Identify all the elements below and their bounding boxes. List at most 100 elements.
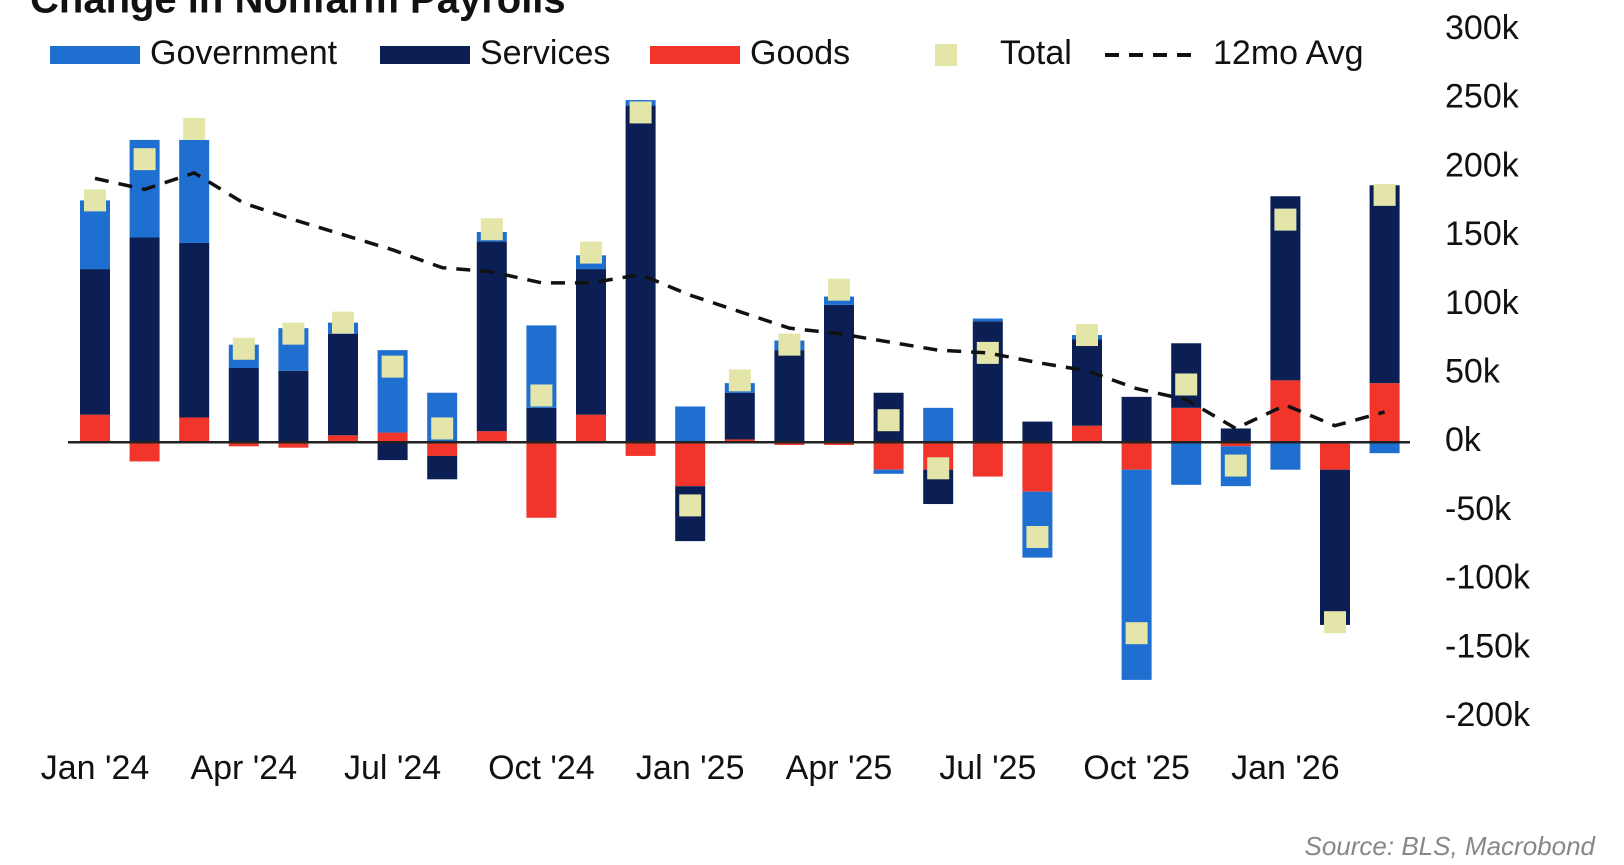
bar-segment: [476, 431, 507, 443]
x-tick-label: Apr '24: [190, 749, 297, 787]
total-marker: [728, 369, 751, 392]
bar-segment: [1270, 442, 1301, 470]
total-marker: [1274, 208, 1297, 231]
bar-segment: [129, 442, 160, 462]
total-marker: [431, 417, 454, 440]
bar-segment: [824, 442, 854, 445]
bar-segment: [625, 442, 656, 456]
bar-segment: [80, 200, 110, 270]
bar-segment: [724, 439, 755, 443]
legend-swatch: [50, 46, 140, 64]
source: Source: BLS, Macrobond: [1305, 831, 1597, 861]
x-tick-label: Oct '25: [1083, 749, 1190, 787]
x-tick-label: Jan '24: [41, 749, 150, 787]
bar-segment: [179, 417, 210, 443]
bar-segment: [1121, 469, 1152, 680]
x-tick-label: Jan '25: [636, 749, 745, 787]
x-tick-label: Jul '25: [939, 749, 1036, 787]
legend-swatch: [935, 44, 957, 66]
bar-segment: [1171, 442, 1202, 485]
bar-segment: [1220, 442, 1251, 447]
bar-segment: [972, 442, 1003, 477]
bar-segment: [377, 442, 408, 461]
bar-segment: [576, 269, 606, 415]
y-tick-label: 300k: [1445, 9, 1520, 47]
total-marker: [877, 409, 900, 432]
total-marker: [679, 494, 702, 517]
bar-segment: [1121, 396, 1152, 443]
y-tick-label: 0k: [1445, 421, 1482, 459]
bar-segment: [228, 368, 259, 443]
bar-segment: [377, 432, 408, 443]
total-marker: [530, 384, 553, 407]
bar-segment: [427, 442, 458, 456]
total-marker: [183, 117, 206, 140]
total-marker: [1373, 183, 1396, 206]
bar-segment: [328, 435, 358, 443]
x-tick-label: Apr '25: [786, 749, 893, 787]
bar-segment: [278, 370, 309, 443]
bar-segment: [1171, 407, 1202, 443]
total-marker: [480, 218, 503, 241]
bar-segment: [675, 442, 706, 487]
y-tick-label: 250k: [1445, 78, 1520, 116]
bar-segment: [923, 407, 954, 443]
legend-swatch: [380, 46, 470, 64]
bar-segment: [576, 414, 606, 443]
total-marker: [927, 457, 950, 480]
bar-segment: [873, 469, 904, 474]
total-marker: [778, 333, 801, 356]
total-marker: [1175, 373, 1198, 396]
bar-segment: [972, 318, 1003, 322]
bar-segment: [1320, 469, 1350, 625]
total-marker: [381, 355, 404, 378]
bar-segment: [80, 414, 110, 443]
legend-label: 12mo Avg: [1213, 34, 1364, 72]
bar-segment: [1121, 442, 1152, 470]
bar-segment: [228, 442, 259, 447]
bar-segment: [328, 333, 358, 436]
bar-segment: [1022, 442, 1053, 492]
bar-segment: [179, 139, 210, 243]
bar-segment: [724, 392, 755, 440]
chart-title: Change in Nonfarm Payrolls: [30, 0, 566, 22]
y-tick-label: -50k: [1445, 490, 1512, 528]
bar-segment: [675, 406, 706, 443]
bar-segment: [1369, 185, 1400, 384]
bar-segment: [278, 442, 309, 448]
y-tick-label: -200k: [1445, 696, 1531, 734]
bar-segment: [80, 269, 110, 415]
y-tick-label: 100k: [1445, 284, 1520, 322]
total-marker: [282, 322, 305, 345]
total-marker: [84, 189, 106, 212]
total-marker: [133, 148, 156, 171]
total-marker: [1324, 611, 1346, 634]
bar-segment: [526, 407, 557, 443]
legend-label: Total: [1000, 34, 1072, 72]
bar-segment: [427, 455, 458, 480]
y-tick-label: 200k: [1445, 146, 1520, 184]
bar-segment: [774, 442, 805, 445]
bar-segment: [179, 242, 210, 418]
bar-segment: [526, 442, 557, 518]
total-marker: [1125, 622, 1148, 645]
x-tick-label: Jan '26: [1231, 749, 1340, 787]
y-tick-label: -150k: [1445, 627, 1531, 665]
legend-label: Goods: [750, 34, 850, 72]
bar-segment: [1369, 442, 1400, 454]
total-marker: [976, 341, 999, 364]
bar-segment: [824, 304, 854, 443]
legend-swatch: [650, 46, 740, 64]
x-tick-label: Jul '24: [344, 749, 441, 787]
x-tick-label: Oct '24: [488, 749, 595, 787]
total-marker: [629, 101, 652, 124]
bar-segment: [972, 321, 1003, 443]
legend-label: Services: [480, 34, 610, 72]
total-marker: [232, 337, 255, 360]
legend-label: Government: [150, 34, 338, 72]
total-marker: [1026, 526, 1049, 549]
y-tick-label: -100k: [1445, 559, 1531, 597]
bar-segment: [625, 105, 656, 443]
y-tick-label: 150k: [1445, 215, 1520, 253]
